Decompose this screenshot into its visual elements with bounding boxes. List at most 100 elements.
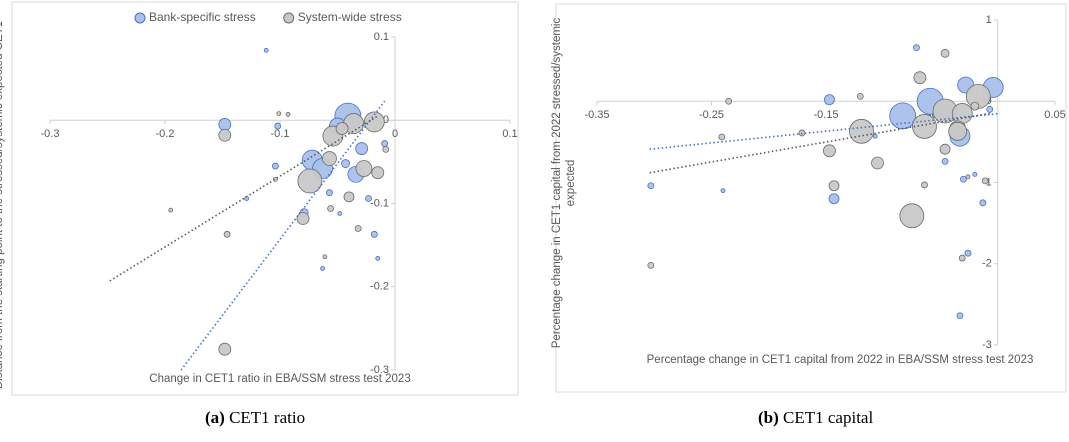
x-tick-label: -0.3 [41, 128, 60, 140]
trendline [109, 115, 379, 282]
y-tick-label: -0.2 [370, 281, 389, 293]
bubble [296, 212, 310, 225]
bubble [365, 195, 372, 202]
bubble [720, 188, 726, 194]
y-tick-label: 0.1 [374, 31, 389, 43]
bubble [828, 180, 840, 192]
bubble [363, 111, 385, 133]
bubble [718, 133, 726, 141]
x-tick-label: -0.2 [156, 128, 175, 140]
bubble [218, 342, 232, 356]
bubble [320, 266, 325, 271]
bubble [913, 71, 927, 85]
bubble [285, 112, 291, 117]
bubble [960, 175, 967, 183]
bubble [940, 48, 950, 58]
bubble [956, 312, 964, 320]
x-tick-label: -0.1 [271, 128, 290, 140]
bubble [276, 111, 282, 116]
bubble [371, 166, 385, 180]
y-tick-label: -3 [982, 339, 992, 351]
bubble [647, 261, 655, 269]
bubble [913, 44, 920, 52]
bubble [958, 254, 966, 262]
bubble [647, 182, 655, 190]
bubble [970, 101, 980, 111]
bubble [355, 142, 369, 155]
x-axis-title: Percentage change in CET1 capital from 2… [646, 354, 1034, 366]
trendline [649, 112, 990, 174]
x-tick-label: -0.15 [813, 109, 838, 121]
bubble [979, 199, 987, 207]
bubble [218, 128, 232, 142]
x-tick-label: -0.35 [584, 109, 609, 121]
legend-label: System-wide stress [298, 10, 402, 24]
y-axis-title: Distance from the starting point to the … [0, 20, 5, 390]
bubble [964, 249, 972, 257]
y-tick-label: -0.3 [370, 364, 389, 376]
caption-label: (b) [758, 408, 779, 427]
y-axis-title: Percentage change in CET1 capital from 2… [551, 17, 577, 349]
caption: (a) CET1 ratio [205, 408, 305, 428]
bubble [297, 168, 323, 194]
bubble [912, 114, 937, 139]
bubble [849, 118, 874, 144]
bubble [725, 97, 733, 105]
caption-text: CET1 capital [783, 408, 874, 427]
bubble [382, 145, 390, 153]
bubble [981, 177, 989, 185]
x-axis-title: Change in CET1 ratio in EBA/SSM stress t… [149, 373, 411, 385]
bubble [972, 171, 978, 177]
bubble [354, 225, 362, 232]
trendline [180, 100, 386, 371]
bubble [899, 203, 925, 229]
bubble [921, 181, 928, 189]
y-tick-label: -2 [982, 258, 992, 270]
bubble [370, 230, 378, 238]
y-tick-label: -0.1 [370, 197, 389, 209]
bubble [322, 151, 337, 166]
bubble [965, 174, 971, 180]
bubble [951, 103, 973, 124]
bubble [823, 144, 836, 158]
bubble [871, 156, 884, 170]
legend-swatch [283, 12, 295, 24]
bubble [335, 122, 349, 135]
bubble [337, 211, 343, 216]
caption: (b) CET1 capital [758, 408, 873, 428]
bubble [322, 254, 328, 260]
bubble [355, 160, 373, 177]
bubble [274, 122, 282, 130]
bubble [327, 205, 335, 212]
bubble [341, 159, 350, 168]
x-tick-label: -0.25 [699, 109, 724, 121]
legend-label: Bank-specific stress [149, 10, 256, 24]
bubble [939, 143, 951, 155]
bubble [263, 47, 269, 53]
caption-text: CET1 ratio [229, 408, 306, 427]
x-tick-label: 0.1 [502, 128, 517, 140]
bubble [271, 162, 279, 170]
legend-swatch [134, 12, 146, 24]
bubble [381, 140, 389, 147]
bubble [824, 94, 835, 106]
chart-frame [11, 1, 519, 396]
bubble [856, 92, 864, 100]
y-tick-label: 1 [986, 14, 992, 26]
x-tick-label: 0.05 [1044, 109, 1065, 121]
bubble [218, 118, 232, 131]
bubble [948, 121, 968, 141]
y-tick-label: 0 [383, 114, 389, 126]
trendline [649, 112, 1001, 150]
bubble [872, 133, 878, 139]
bubble [326, 189, 333, 197]
caption-label: (a) [205, 408, 225, 427]
bubble [986, 105, 994, 113]
chart-frame [555, 3, 1067, 393]
bubble [223, 230, 231, 238]
x-tick-label: 0 [392, 128, 398, 140]
bubble [168, 207, 174, 213]
bubble [343, 191, 355, 203]
